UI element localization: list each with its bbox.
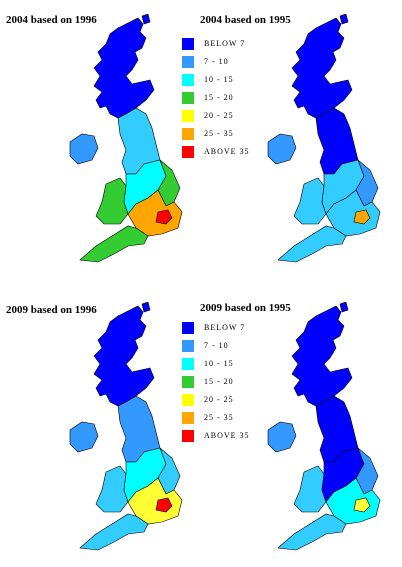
legend-swatch [182, 56, 194, 68]
region-islands [141, 14, 151, 25]
region-scotland [291, 17, 353, 119]
region-south-west [79, 513, 149, 551]
legend-label: 20 - 25 [204, 111, 234, 120]
legend-swatch [182, 128, 194, 140]
region-wales [293, 465, 327, 513]
legend-item: 7 - 10 [182, 340, 322, 352]
region-south-west [277, 225, 347, 263]
legend-item: 25 - 35 [182, 412, 322, 424]
legend-swatch [182, 74, 194, 86]
legend-label: ABOVE 35 [204, 147, 250, 156]
uk-map-2009-1996 [69, 302, 183, 551]
region-scotland [291, 305, 353, 407]
region-london [353, 497, 371, 513]
legend-item: 7 - 10 [182, 56, 322, 68]
legend-label: 25 - 35 [204, 413, 234, 422]
legend-swatch [182, 376, 194, 388]
legend-swatch [182, 358, 194, 370]
map-title-4: 2009 based on 1995 [200, 302, 291, 314]
region-islands [141, 302, 151, 313]
region-scotland [93, 17, 155, 119]
legend-item: 10 - 15 [182, 358, 322, 370]
legend-swatch [182, 92, 194, 104]
legend-item: 15 - 20 [182, 376, 322, 388]
legend-item: ABOVE 35 [182, 146, 322, 158]
legend-label: 20 - 25 [204, 395, 234, 404]
legend-swatch [182, 340, 194, 352]
legend-label: BELOW 7 [204, 323, 246, 332]
legend-swatch [182, 146, 194, 158]
region-wales [293, 177, 327, 225]
legend-label: 25 - 35 [204, 129, 234, 138]
legend-item: 25 - 35 [182, 128, 322, 140]
region-wales [95, 465, 129, 513]
legend-label: 7 - 10 [204, 341, 229, 350]
legend-label: 7 - 10 [204, 57, 229, 66]
legend-swatch [182, 38, 194, 50]
region-northern-ireland [69, 421, 99, 453]
region-northern-ireland [267, 133, 297, 165]
region-scotland [93, 305, 155, 407]
legend-swatch [182, 394, 194, 406]
legend-label: 15 - 20 [204, 93, 234, 102]
legend-swatch [182, 412, 194, 424]
region-northern-ireland [267, 421, 297, 453]
region-london [155, 497, 173, 513]
legend-item: BELOW 7 [182, 38, 322, 50]
map-title-2: 2004 based on 1995 [200, 14, 291, 26]
legend-label: 15 - 20 [204, 377, 234, 386]
legend-label: 10 - 15 [204, 359, 234, 368]
legend-item: 20 - 25 [182, 110, 322, 122]
region-northern-ireland [69, 133, 99, 165]
region-london [155, 209, 173, 225]
uk-map-2004-1995 [267, 14, 381, 263]
region-islands [339, 302, 349, 313]
legend-item: ABOVE 35 [182, 430, 322, 442]
legend-item: 10 - 15 [182, 74, 322, 86]
legend-swatch [182, 110, 194, 122]
region-wales [95, 177, 129, 225]
legend-item: BELOW 7 [182, 322, 322, 334]
legend-label: BELOW 7 [204, 39, 246, 48]
region-london [353, 209, 371, 225]
uk-map-2004-1996 [69, 14, 183, 263]
legend-label: ABOVE 35 [204, 431, 250, 440]
region-south-west [79, 225, 149, 263]
region-islands [339, 14, 349, 25]
map-title-1: 2004 based on 1996 [6, 14, 97, 26]
legend-item: 15 - 20 [182, 92, 322, 104]
region-south-west [277, 513, 347, 551]
map-title-3: 2009 based on 1996 [6, 304, 97, 316]
uk-map-2009-1995 [267, 302, 381, 551]
legend-swatch [182, 322, 194, 334]
legend-item: 20 - 25 [182, 394, 322, 406]
legend-swatch [182, 430, 194, 442]
legend-label: 10 - 15 [204, 75, 234, 84]
